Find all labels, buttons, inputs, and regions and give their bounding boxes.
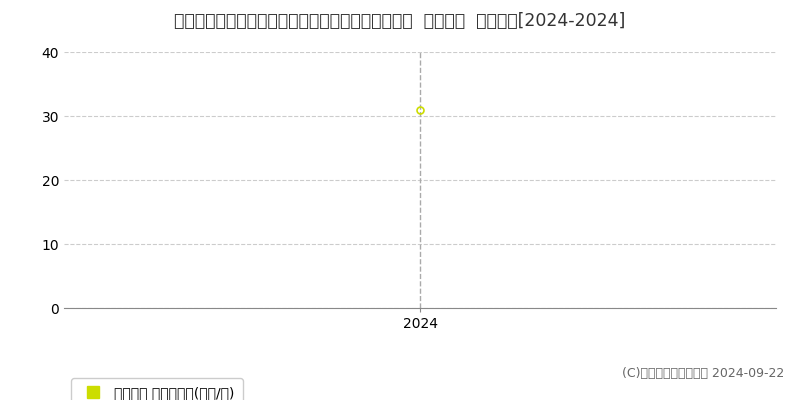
Text: (C)土地価格ドットコム 2024-09-22: (C)土地価格ドットコム 2024-09-22 [622, 367, 784, 380]
Legend: 基準地価 平均坪単価(万円/坪): 基準地価 平均坪単価(万円/坪) [71, 378, 242, 400]
Text: 愛知県知多郡阿久比町大字白沢字上カナクソ５番２  基準地価  地価推移[2024-2024]: 愛知県知多郡阿久比町大字白沢字上カナクソ５番２ 基準地価 地価推移[2024-2… [174, 12, 626, 30]
